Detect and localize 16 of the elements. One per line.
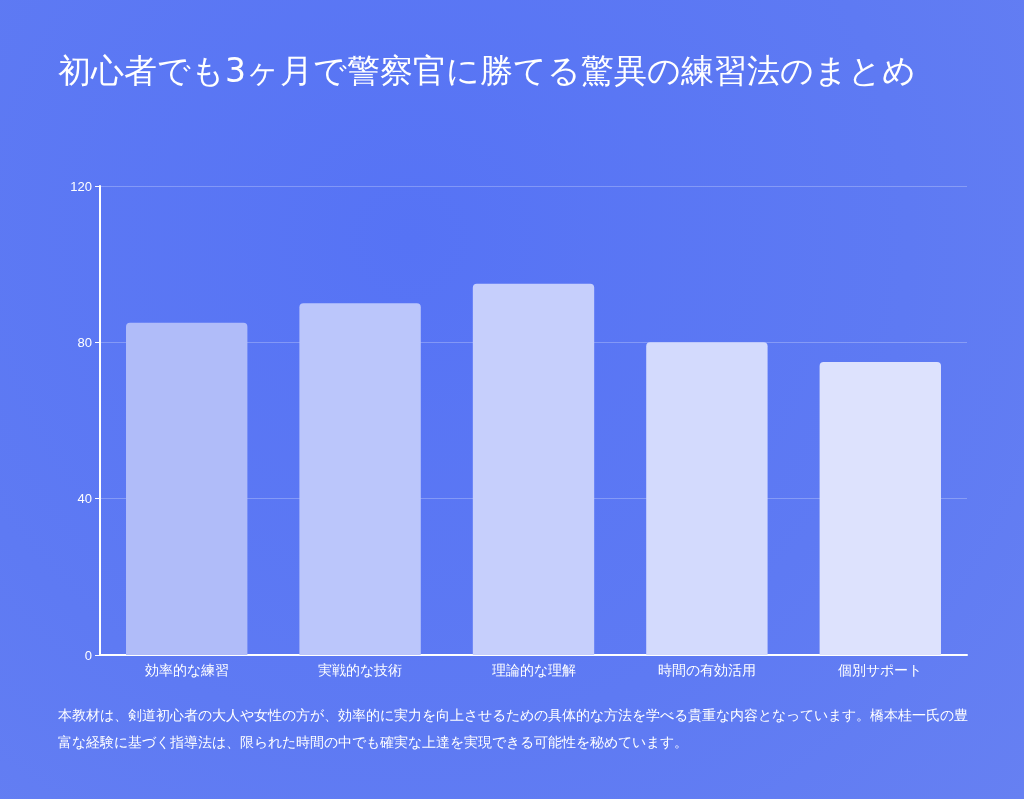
y-tick-label: 80 [77, 334, 92, 350]
x-tick-label: 効率的な練習 [144, 662, 229, 678]
bar [646, 342, 768, 655]
text: 本教材は、剣道初心者の大人や女性の方が、効率的に実力を向上させるための具体的な方法を学べる貴重な内容となっています。橋本桂一氏の豊富な経験に基づく指導法は、限られた時間の中でも確実な上達を実現できる可能性を秘めています。 [58, 706, 969, 752]
y-tick-label: 0 [84, 647, 92, 663]
x-tick-label: 個別サポート [838, 662, 923, 678]
y-tick-label: 40 [77, 491, 92, 507]
bar [472, 283, 595, 655]
y-tick-label: 120 [70, 178, 92, 194]
bar [126, 322, 248, 655]
x-tick-label: 理論的な理解 [491, 662, 576, 678]
bar [819, 361, 941, 655]
x-tick-label: 実戦的な技術 [318, 662, 403, 678]
x-tick-label: 時間の有効活用 [657, 662, 756, 678]
bar [299, 303, 421, 655]
chart-title: 初心者でも3ヶ月で警察官に勝てる驚異の練習法のまとめ [58, 50, 917, 92]
